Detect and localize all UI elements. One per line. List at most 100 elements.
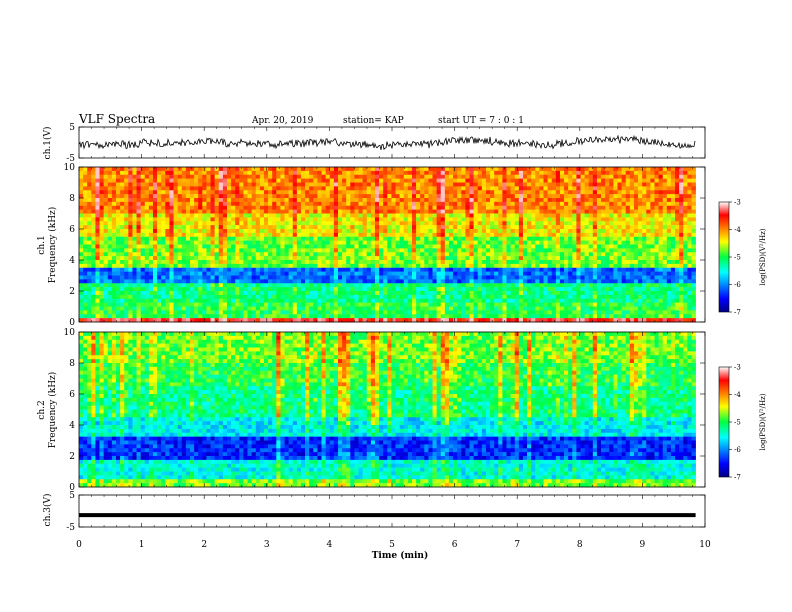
ch1-spectrogram-cell bbox=[79, 275, 84, 280]
ch1-spectrogram-cell bbox=[506, 240, 511, 245]
ch1-spectrogram-cell bbox=[547, 263, 553, 269]
ch1-spectrogram-cell bbox=[559, 298, 565, 303]
ch1-spectrogram-cell bbox=[576, 256, 581, 261]
ch1-spectrogram-cell bbox=[243, 283, 248, 288]
ch1-spectrogram-cell bbox=[276, 229, 281, 234]
ch1-spectrogram-cell bbox=[379, 291, 384, 296]
ch1-spectrogram-cell bbox=[83, 256, 88, 261]
ch1-spectrogram-cell bbox=[432, 221, 437, 226]
ch1-spectrogram-cell bbox=[194, 291, 199, 296]
ch1-spectrogram-cell bbox=[144, 213, 150, 218]
ch1-spectrogram-cell bbox=[354, 294, 359, 300]
ch1-spectrogram-cell bbox=[370, 256, 376, 261]
ch1-spectrogram-cell bbox=[284, 283, 289, 288]
ch1-spectrogram-cell bbox=[317, 271, 322, 276]
ch1-spectrogram-cell bbox=[235, 279, 240, 284]
ch1-spectrogram-cell bbox=[222, 178, 228, 183]
ch1-spectrogram-cell bbox=[107, 225, 113, 230]
ch1-spectrogram-cell bbox=[91, 287, 96, 292]
ch1-spectrogram-cell bbox=[440, 275, 446, 280]
ch1-spectrogram-cell bbox=[177, 318, 183, 323]
ch1-spectrogram-cell bbox=[559, 252, 565, 257]
ch1-spectrogram-cell bbox=[79, 190, 84, 195]
ch1-spectrogram-cell bbox=[120, 217, 125, 222]
ch1-spectrogram-cell bbox=[539, 178, 544, 183]
ch1-spectrogram-cell bbox=[300, 229, 306, 234]
ch1-spectrogram-cell bbox=[424, 275, 429, 280]
ch1-spectrogram-cell bbox=[391, 267, 396, 272]
ch1-spectrogram-cell bbox=[420, 229, 425, 234]
ch1-spectrogram-cell bbox=[124, 194, 129, 199]
ch1-spectrogram-cell bbox=[120, 263, 125, 269]
ch1-spectrogram-cell bbox=[107, 279, 113, 284]
ch1-spectrogram-cell bbox=[424, 256, 429, 261]
ch1-spectrogram-cell bbox=[222, 182, 228, 187]
ch1-spectrogram-cell bbox=[428, 190, 433, 195]
ch1-spectrogram-cell bbox=[95, 298, 100, 303]
ch1-spectrogram-cell bbox=[506, 221, 511, 226]
ch1-spectrogram-cell bbox=[481, 182, 487, 187]
ch1-spectrogram-cell bbox=[263, 291, 269, 296]
ch1-spectrogram-cell bbox=[161, 267, 166, 272]
ch1-spectrogram-cell bbox=[99, 267, 104, 272]
ch1-spectrogram-cell bbox=[309, 232, 314, 238]
ch1-spectrogram-cell bbox=[202, 221, 207, 226]
ch1-spectrogram-cell bbox=[226, 213, 232, 218]
ch1-spectrogram-cell bbox=[391, 201, 396, 207]
ch1-spectrogram-cell bbox=[226, 291, 232, 296]
ch1-spectrogram-cell bbox=[292, 229, 298, 234]
ch1-spectrogram-cell bbox=[111, 209, 117, 214]
ch1-spectrogram-cell bbox=[99, 318, 104, 323]
ch1-spectrogram-cell bbox=[313, 186, 318, 191]
ch1-spectrogram-cell bbox=[177, 267, 183, 272]
ch1-spectrogram-cell bbox=[477, 248, 483, 253]
ch1-spectrogram-cell bbox=[255, 306, 261, 311]
ch1-spectrogram-cell bbox=[424, 294, 429, 300]
ch1-spectrogram-cell bbox=[366, 221, 372, 226]
ch1-spectrogram-cell bbox=[231, 240, 236, 245]
ch1-spectrogram-cell bbox=[428, 186, 433, 191]
ch1-spectrogram-cell bbox=[465, 294, 470, 300]
ch1-spectrogram-cell bbox=[309, 198, 314, 203]
ch1-spectrogram-cell bbox=[510, 314, 516, 319]
ch1-spectrogram-cell bbox=[342, 221, 347, 226]
ch1-spectrogram-cell bbox=[263, 178, 269, 183]
ch1-spectrogram-cell bbox=[329, 302, 335, 307]
ch1-spectrogram-cell bbox=[535, 170, 540, 176]
ch1-spectrogram-cell bbox=[391, 244, 396, 249]
ch1-spectrogram-cell bbox=[518, 205, 524, 210]
ch1-spectrogram-cell bbox=[358, 294, 363, 300]
ch1-spectrogram-cell bbox=[206, 229, 211, 234]
ch1-spectrogram-cell bbox=[576, 279, 581, 284]
ch1-spectrogram-cell bbox=[202, 252, 207, 257]
ch1-spectrogram-cell bbox=[116, 267, 121, 272]
ch1-spectrogram-cell bbox=[498, 194, 503, 199]
ch1-spectrogram-cell bbox=[107, 275, 113, 280]
ch1-spectrogram-cell bbox=[457, 318, 462, 323]
ch1-spectrogram-cell bbox=[416, 314, 421, 319]
ch1-spectrogram-cell bbox=[539, 201, 544, 207]
ch1-spectrogram-cell bbox=[436, 271, 442, 276]
ch1-spectrogram-cell bbox=[473, 205, 479, 210]
ch1-spectrogram-cell bbox=[494, 232, 499, 238]
ch1-spectrogram-cell bbox=[239, 291, 244, 296]
ch1-spectrogram-cell bbox=[379, 221, 384, 226]
ch1-spectrogram-cell bbox=[362, 302, 368, 307]
ch1-spectrogram-cell bbox=[333, 271, 339, 276]
ch1-spectrogram-cell bbox=[342, 182, 347, 187]
ch1-spectrogram-cell bbox=[469, 205, 474, 210]
ch1-spectrogram-cell bbox=[485, 298, 491, 303]
ch1-spectrogram-cell bbox=[383, 174, 388, 179]
ch1-spectrogram-cell bbox=[99, 298, 104, 303]
ch1-spectrogram-cell bbox=[383, 209, 388, 214]
ch1-spectrogram-cell bbox=[362, 186, 368, 191]
ch1-spectrogram-cell bbox=[477, 198, 483, 203]
ch1-spectrogram-cell bbox=[222, 291, 228, 296]
ch1-spectrogram-cell bbox=[555, 205, 561, 210]
ch1-spectrogram-cell bbox=[235, 283, 240, 288]
ch1-spectrogram-cell bbox=[547, 229, 553, 234]
ch1-spectrogram-cell bbox=[280, 213, 285, 218]
ch1-spectrogram-cell bbox=[165, 167, 170, 172]
ch1-spectrogram-cell bbox=[531, 217, 536, 222]
ch1-spectrogram-cell bbox=[436, 229, 442, 234]
